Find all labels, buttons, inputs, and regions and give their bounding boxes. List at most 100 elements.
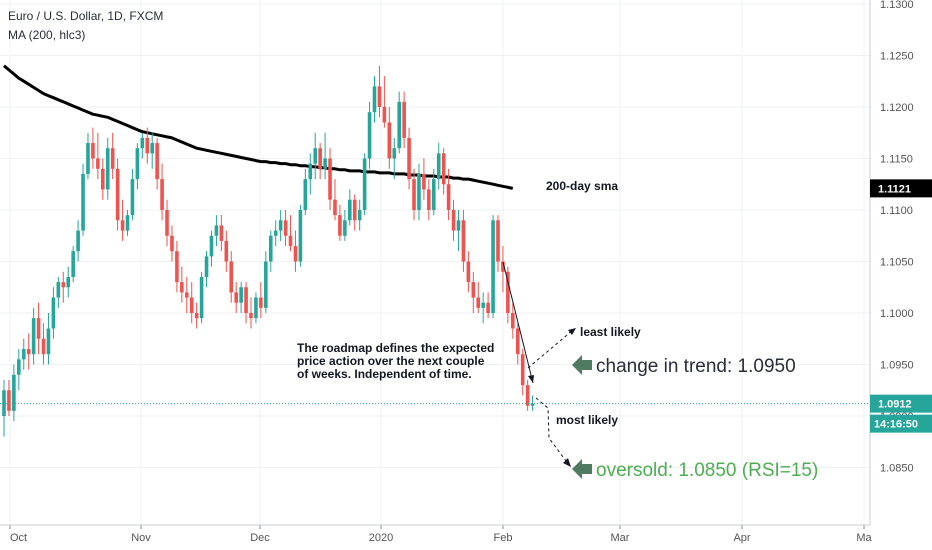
x-tick-label: Mar — [611, 532, 630, 544]
candle-body — [96, 158, 100, 169]
candle — [293, 230, 298, 272]
candle-body — [407, 137, 411, 180]
roadmap-note-line: The roadmap defines the expected — [297, 341, 494, 355]
candle-body — [362, 158, 367, 210]
candle — [308, 153, 313, 195]
candle-body — [268, 235, 273, 262]
candle — [481, 292, 485, 324]
candle-body — [264, 261, 268, 308]
candle-body — [417, 173, 421, 210]
candle-body — [26, 349, 31, 355]
candle-body — [51, 297, 56, 329]
candle-body — [209, 235, 214, 257]
candle — [96, 132, 100, 180]
candle — [298, 204, 303, 267]
candle-body — [496, 220, 500, 262]
candle-body — [338, 215, 342, 236]
candle-body — [130, 179, 135, 216]
candle — [506, 266, 510, 324]
y-tick-label: 1.0950 — [880, 360, 914, 372]
candle — [357, 199, 362, 231]
sma-price-tag — [870, 179, 932, 198]
candle — [155, 137, 159, 190]
candle-body — [308, 163, 313, 180]
candle-body — [21, 349, 26, 360]
y-tick-label: 1.1150 — [880, 154, 913, 166]
candle — [446, 168, 451, 221]
last-price-tag — [870, 394, 932, 413]
candle-body — [273, 230, 278, 236]
candle — [31, 307, 36, 365]
sma-line — [3, 64, 514, 190]
candle-body — [328, 158, 332, 200]
candle — [135, 143, 140, 190]
candle — [259, 282, 263, 319]
sma-annotation: 200-day sma — [546, 179, 618, 193]
candle — [501, 246, 505, 293]
candle-body — [283, 220, 288, 236]
candle — [318, 143, 322, 180]
candle-body — [56, 282, 61, 298]
candle-body — [402, 101, 406, 138]
oversold-label: oversold: 1.0850 (RSI=15) — [596, 460, 818, 481]
candle-body — [427, 189, 431, 210]
candle-body — [491, 220, 495, 313]
candle — [36, 302, 41, 355]
candle — [7, 379, 11, 416]
candle — [264, 251, 268, 313]
candle — [184, 276, 189, 313]
candle-body — [481, 302, 485, 308]
candle — [525, 379, 530, 411]
candle-body — [219, 225, 224, 241]
candle-body — [486, 302, 490, 313]
candle — [91, 127, 95, 169]
candle-body — [135, 148, 140, 180]
candle — [115, 158, 120, 231]
candle — [352, 194, 357, 231]
candle — [26, 333, 31, 370]
candle — [511, 302, 515, 339]
x-tick-label: Oct — [10, 532, 27, 544]
x-tick-label: Feb — [494, 532, 513, 544]
candle-body — [17, 359, 21, 375]
candle-body — [387, 122, 392, 159]
candle — [51, 287, 56, 339]
candle-body — [150, 143, 154, 154]
candle-body — [511, 313, 515, 329]
candle-body — [140, 137, 145, 149]
candle — [333, 179, 337, 221]
candle-body — [101, 168, 105, 190]
candle — [110, 132, 115, 180]
candle — [224, 230, 229, 272]
candle-body — [397, 101, 401, 149]
candle — [343, 210, 347, 241]
candle-body — [323, 158, 327, 169]
candle-body — [155, 143, 159, 180]
candle — [348, 189, 352, 226]
candle-body — [367, 112, 372, 159]
candle — [486, 292, 490, 319]
candle-body — [412, 179, 416, 210]
candle-body — [461, 220, 466, 262]
annotation-layer: 200-day sma The roadmap defines the expec… — [0, 179, 870, 481]
candle — [402, 91, 406, 149]
y-tick-label: 1.1100 — [880, 205, 913, 217]
decline-arrow-head — [528, 375, 534, 383]
candle — [431, 168, 436, 216]
candle — [436, 143, 441, 190]
candle — [254, 292, 258, 324]
candle — [189, 282, 194, 324]
candle — [229, 251, 234, 303]
candle — [140, 132, 145, 159]
candle — [17, 349, 21, 391]
candle — [165, 199, 169, 247]
candle-body — [36, 318, 41, 339]
candle-body — [313, 148, 318, 164]
candle — [515, 323, 520, 365]
candle — [278, 210, 283, 241]
y-tick-label: 1.1200 — [880, 102, 914, 114]
candle — [76, 220, 80, 262]
candle — [313, 132, 318, 180]
candle-body — [446, 184, 451, 210]
